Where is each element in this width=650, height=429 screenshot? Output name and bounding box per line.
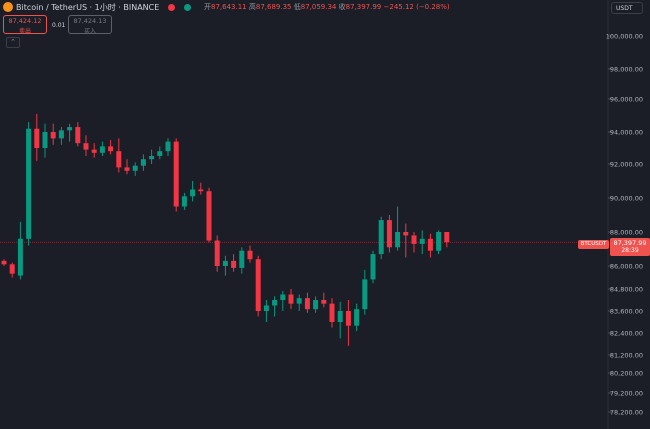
candle-body: [99, 146, 105, 153]
price-tick-label: 100,000.00: [606, 33, 643, 41]
candle-body: [329, 303, 335, 322]
candle-body: [50, 132, 56, 139]
candle-body: [222, 260, 228, 266]
bar-countdown: 28:39: [621, 247, 639, 254]
candle-body: [17, 238, 23, 276]
symbol-tag: BTCUSDT: [578, 240, 609, 249]
ohlc-legend: 开87,643.11 高87,689.35 低87,059.34 收87,397…: [204, 2, 450, 12]
sell-price: 87,424.12: [8, 17, 42, 25]
price-tick-label: 81,200.00: [610, 352, 643, 360]
last-price-value: 87,397.99: [613, 239, 647, 247]
candle-body: [108, 146, 114, 152]
candle-body: [181, 196, 187, 207]
price-tick-label: 86,000.00: [610, 263, 643, 271]
chart-header: Bitcoin / TetherUS · 1小时 · BINANCE 开87,6…: [0, 0, 650, 16]
candle-body: [1, 260, 7, 265]
candle-body: [395, 232, 401, 248]
symbol-title[interactable]: Bitcoin / TetherUS · 1小时 · BINANCE: [16, 3, 160, 12]
candle-body: [116, 151, 122, 168]
price-tick-label: 88,000.00: [610, 229, 643, 237]
close-value: 87,397.99: [345, 3, 382, 11]
sell-label: 卖出: [18, 28, 31, 35]
candle-body: [67, 127, 73, 131]
last-price-tag: 87,397.99 28:39: [610, 238, 650, 256]
bitcoin-icon: [3, 2, 13, 12]
price-tick-label: 78,200.00: [610, 409, 643, 417]
spread-value: 0.01: [52, 22, 66, 29]
candle-body: [58, 130, 64, 139]
candle-body: [91, 149, 97, 153]
buy-button[interactable]: 87,424.13 买入: [68, 15, 112, 35]
high-label: 高: [248, 3, 256, 11]
price-tick-label: 79,200.00: [610, 390, 643, 398]
candle-body: [288, 294, 294, 304]
buy-price: 87,424.13: [73, 17, 107, 25]
candle-body: [272, 300, 278, 306]
candle-body: [378, 220, 384, 255]
candle-body: [304, 298, 310, 310]
market-status-icon[interactable]: [168, 4, 175, 11]
candle-body: [427, 238, 433, 251]
candle-body: [34, 128, 40, 148]
price-tick-label: 98,000.00: [610, 66, 643, 74]
candle-body: [337, 311, 343, 322]
candle-body: [140, 159, 146, 166]
candle-body: [231, 260, 237, 268]
candle-body: [313, 300, 319, 310]
price-tick-label: 96,000.00: [610, 96, 643, 104]
buy-label: 买入: [83, 28, 96, 35]
open-value: 87,643.11: [211, 3, 247, 11]
candle-body: [165, 141, 171, 152]
open-label: 开: [204, 3, 211, 11]
sell-button[interactable]: 87,424.12 卖出: [3, 15, 47, 35]
data-status-icon[interactable]: [184, 4, 191, 11]
candle-body: [173, 141, 179, 207]
candle-body: [149, 156, 155, 160]
candle-body: [444, 232, 450, 243]
candle-body: [354, 309, 360, 326]
candle-body: [198, 189, 204, 192]
price-tick-label: 83,600.00: [610, 308, 643, 316]
candle-body: [403, 232, 409, 236]
close-label: 收: [338, 3, 346, 11]
candle-body: [124, 167, 130, 171]
price-tick-label: 92,000.00: [610, 161, 643, 169]
candle-body: [157, 151, 163, 156]
candle-body: [419, 238, 425, 244]
candle-body: [280, 294, 286, 300]
collapse-chevron-icon[interactable]: ⌃: [6, 37, 20, 48]
candle-body: [42, 132, 48, 148]
candle-body: [370, 254, 376, 280]
candle-body: [9, 264, 15, 274]
candle-body: [247, 250, 253, 260]
price-tick-label: 80,200.00: [610, 370, 643, 378]
candle-body: [296, 298, 302, 304]
price-tick-label: 94,000.00: [610, 129, 643, 137]
high-value: 87,689.35: [255, 3, 292, 11]
candle-body: [26, 128, 32, 239]
price-tick-label: 82,400.00: [610, 330, 643, 338]
candle-body: [190, 189, 196, 197]
candle-body: [362, 279, 368, 310]
candle-body: [345, 311, 351, 326]
candle-body: [411, 235, 417, 244]
price-tick-label: 90,000.00: [610, 195, 643, 203]
candle-body: [75, 127, 81, 144]
currency-selector[interactable]: USDT: [611, 2, 643, 14]
low-label: 低: [293, 3, 301, 11]
candle-body: [386, 220, 392, 248]
change-value: −245.12 (−0.28%): [383, 3, 450, 11]
candle-body: [83, 143, 89, 150]
candle-body: [132, 165, 138, 171]
price-tick-label: 84,800.00: [610, 286, 643, 294]
low-value: 87,059.34: [300, 3, 337, 11]
candle-body: [255, 259, 261, 311]
candle-body: [263, 305, 269, 311]
candle-body: [206, 191, 212, 241]
candle-body: [239, 250, 245, 268]
candle-body: [214, 240, 220, 266]
candle-body: [436, 232, 442, 251]
candle-body: [321, 300, 327, 304]
